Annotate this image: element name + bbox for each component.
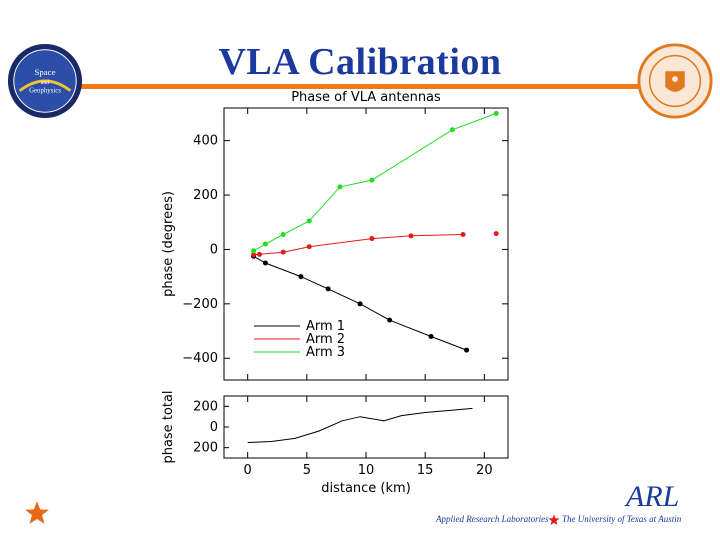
bottom-ylabel: phase total	[161, 390, 176, 463]
data-point-arm-1	[325, 286, 331, 292]
data-point-arm-3	[369, 177, 375, 183]
data-point-arm-3	[251, 248, 257, 254]
star-icon	[25, 501, 49, 524]
bottom-xlabel: distance (km)	[321, 481, 411, 496]
data-point-arm-2	[493, 231, 499, 237]
univ-seal-star-dot	[672, 76, 678, 82]
footer-university: The University of Texas at Austin	[562, 514, 682, 524]
space-geophysics-seal: Space and Geophysics	[7, 43, 83, 119]
data-point-arm-2	[280, 249, 286, 255]
title-divider	[44, 84, 686, 89]
bottom-ytick-label: 200	[193, 441, 218, 456]
bottom-xtick-label: 0	[244, 463, 252, 478]
bottom-xtick-label: 15	[417, 463, 434, 478]
university-seal	[637, 43, 713, 119]
top-ytick-label: 400	[193, 134, 218, 149]
top-ylabel: phase (degrees)	[161, 191, 176, 297]
slide-title: VLA Calibration	[218, 41, 502, 83]
data-point-arm-2	[306, 244, 312, 250]
top-ytick-label: 0	[210, 242, 218, 257]
data-point-arm-1	[298, 274, 304, 280]
seal-word-geophysics: Geophysics	[29, 88, 61, 95]
bottom-xtick-label: 20	[476, 463, 493, 478]
data-point-arm-3	[337, 184, 343, 190]
data-point-arm-3	[306, 218, 312, 224]
seal-word-and: and	[41, 80, 50, 86]
bottom-ytick-label: 200	[193, 399, 218, 414]
seal-orbit-arc	[18, 79, 72, 92]
data-point-arm-2	[408, 233, 414, 239]
bottom-ytick-label: 0	[210, 420, 218, 435]
arl-logo: ARL	[626, 480, 680, 513]
data-point-arm-2	[251, 252, 257, 258]
seal-word-space: Space	[35, 67, 56, 77]
data-point-arm-3	[280, 231, 286, 237]
legend-label-arm-3: Arm 3	[306, 345, 345, 360]
data-point-arm-1	[357, 301, 363, 307]
data-point-arm-1	[262, 260, 268, 266]
series-line-arm-3	[253, 112, 497, 252]
bottom-panel-frame	[223, 395, 509, 459]
data-point-arm-1	[464, 347, 470, 353]
data-point-arm-2	[460, 231, 466, 237]
top-ytick-label: −400	[182, 351, 218, 366]
data-point-arm-1	[387, 317, 393, 323]
data-point-arm-3	[449, 127, 455, 133]
series-line-arm-1	[253, 255, 467, 351]
data-point-arm-2	[257, 251, 262, 257]
data-point-arm-3	[493, 110, 499, 116]
top-ytick-label: −200	[182, 297, 218, 312]
legend-label-arm-1: Arm 1	[306, 319, 345, 334]
data-point-arm-3	[262, 241, 268, 247]
univ-seal-inner	[648, 54, 702, 108]
data-point-arm-1	[428, 333, 434, 339]
data-point-arm-2	[369, 236, 375, 242]
bottom-xtick-label: 10	[358, 463, 375, 478]
footer-star-icon	[548, 514, 560, 525]
top-ytick-label: 200	[193, 188, 218, 203]
chart-title: Phase of VLA antennas	[291, 90, 441, 105]
bottom-xtick-label: 5	[303, 463, 311, 478]
footer-applied-research: Applied Research Laboratories	[436, 514, 549, 524]
legend-label-arm-2: Arm 2	[306, 332, 345, 347]
phase-total-line	[247, 407, 473, 443]
